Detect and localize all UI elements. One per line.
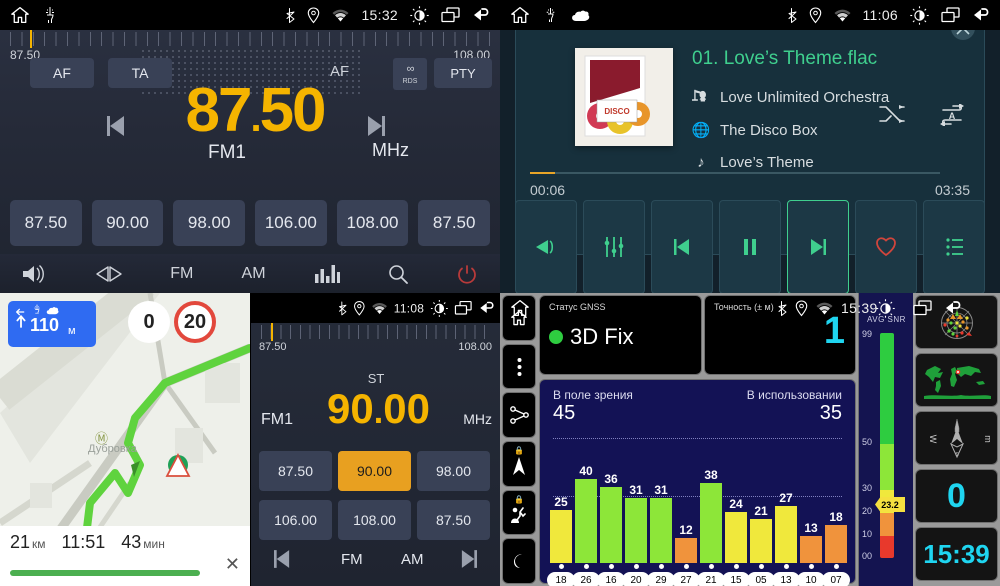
svg-text:m: m: [983, 435, 993, 443]
svg-text:DISCO: DISCO: [604, 107, 629, 116]
svg-text:A: A: [949, 111, 956, 121]
svg-text:W: W: [928, 435, 938, 444]
